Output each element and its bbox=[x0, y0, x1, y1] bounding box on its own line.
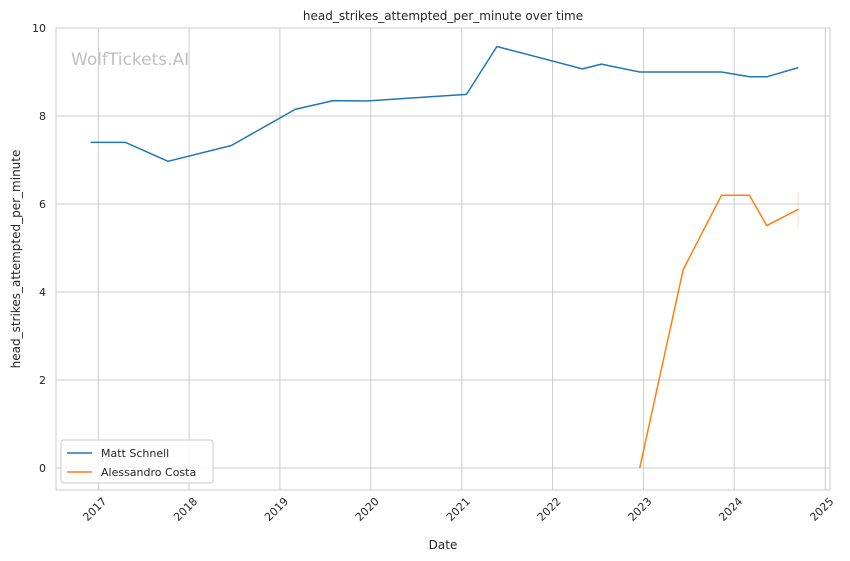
grid bbox=[56, 27, 830, 490]
y-tick-label: 6 bbox=[39, 198, 46, 211]
x-tick-label: 2019 bbox=[262, 495, 291, 524]
y-tick-label: 0 bbox=[39, 462, 46, 475]
y-tick-label: 2 bbox=[39, 374, 46, 387]
legend-label: Alessandro Costa bbox=[101, 466, 196, 479]
watermark: WolfTickets.AI bbox=[71, 50, 189, 70]
legend-label: Matt Schnell bbox=[101, 447, 169, 460]
series-alessandro-costa bbox=[638, 191, 799, 469]
plot-frame bbox=[55, 27, 831, 491]
y-axis-label: head_strikes_attempted_per_minute bbox=[9, 150, 23, 369]
y-tick-labels: 0 2 4 6 8 10 bbox=[32, 22, 46, 475]
x-tick-labels: 2017 2018 2019 2020 2021 2022 2023 2024 2025 bbox=[80, 495, 836, 524]
x-tick-label: 2018 bbox=[171, 495, 200, 524]
x-tick-label: 2020 bbox=[353, 495, 382, 524]
legend: Matt Schnell Alessandro Costa bbox=[60, 439, 214, 484]
x-tick-label: 2021 bbox=[444, 495, 473, 524]
y-tick-label: 4 bbox=[39, 286, 46, 299]
series-line-matt-schnell bbox=[90, 45, 799, 163]
series-layer bbox=[90, 45, 799, 469]
x-tick-label: 2024 bbox=[716, 495, 745, 524]
x-tick-label: 2025 bbox=[807, 495, 836, 524]
x-tick-label: 2022 bbox=[535, 495, 564, 524]
plot-background bbox=[56, 28, 830, 490]
legend-box bbox=[60, 439, 214, 484]
y-tick-label: 8 bbox=[39, 110, 46, 123]
series-line-alessandro-costa bbox=[638, 194, 799, 469]
x-tick-label: 2017 bbox=[80, 495, 109, 524]
chart-title: head_strikes_attempted_per_minute over t… bbox=[303, 9, 583, 23]
x-axis-label: Date bbox=[429, 538, 458, 552]
x-tick-label: 2023 bbox=[626, 495, 655, 524]
series-matt-schnell bbox=[90, 45, 799, 163]
y-tick-label: 10 bbox=[32, 22, 46, 35]
